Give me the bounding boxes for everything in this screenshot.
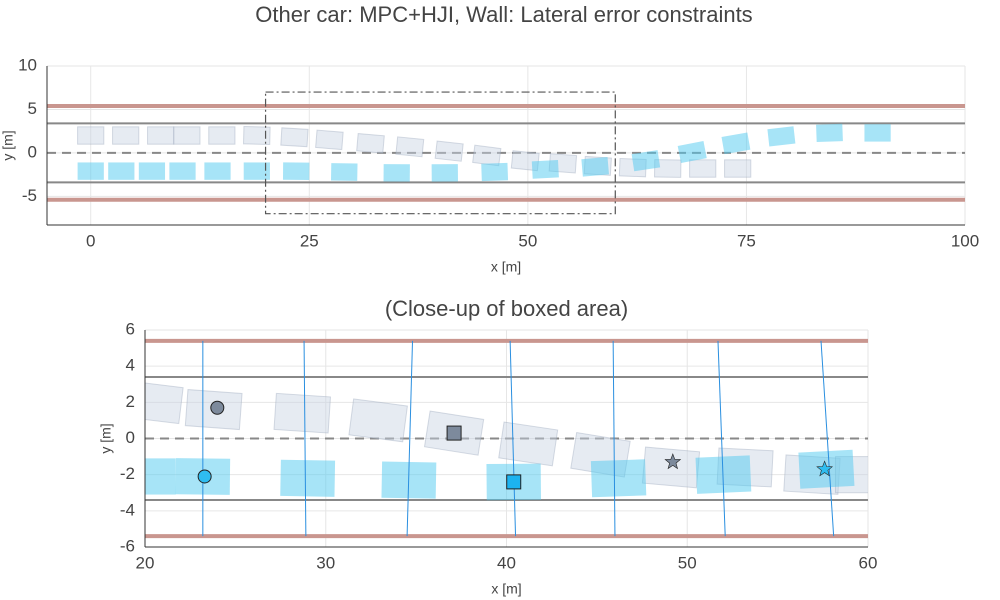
y-tick-label: -5 [22, 186, 37, 205]
car [434, 140, 464, 162]
car [581, 157, 609, 177]
car [689, 159, 717, 178]
constraint-segment [717, 340, 726, 537]
car [108, 162, 135, 180]
car [431, 164, 458, 182]
car [145, 380, 184, 425]
y-tick-label: 2 [126, 392, 135, 411]
y-tick-label: 0 [28, 142, 37, 161]
x-tick-label: 30 [316, 553, 335, 572]
x-tick-label: 40 [497, 553, 516, 572]
car [531, 160, 559, 179]
car [77, 126, 105, 145]
marker [210, 400, 225, 415]
constraint-segment [303, 340, 307, 537]
constraint-segment [612, 340, 616, 537]
x-axis-label: x [m] [491, 581, 521, 597]
x-tick-label: 60 [859, 553, 878, 572]
car [395, 136, 425, 158]
car [273, 392, 332, 434]
plot-area [47, 91, 965, 215]
car [654, 159, 682, 178]
marker [446, 425, 462, 441]
car [721, 132, 751, 155]
x-axis-label: x [m] [491, 259, 521, 275]
x-tick-label: 0 [86, 231, 95, 250]
car [816, 123, 843, 143]
y-tick-label: -2 [120, 464, 135, 483]
car [498, 421, 559, 467]
car [315, 129, 344, 151]
x-tick-label: 50 [678, 553, 697, 572]
car [348, 398, 408, 443]
x-tick-label: 100 [951, 231, 979, 250]
car [356, 133, 385, 154]
y-tick-label: -4 [120, 500, 135, 519]
x-tick-label: 50 [518, 231, 537, 250]
y-tick-label: 5 [28, 99, 37, 118]
constraint-segment [509, 340, 517, 537]
car [590, 459, 647, 498]
x-tick-label: 20 [136, 553, 155, 572]
marker [664, 453, 682, 470]
car [864, 124, 891, 142]
car [631, 150, 661, 172]
y-axis-label: y [m] [0, 130, 16, 160]
x-tick-label: 25 [300, 231, 319, 250]
chart-title: (Close-up of boxed area) [385, 296, 628, 321]
y-tick-label: 10 [18, 55, 37, 74]
car [767, 126, 796, 147]
car [243, 162, 270, 180]
car [481, 162, 509, 182]
car [330, 163, 358, 181]
car [204, 162, 231, 180]
car [208, 126, 236, 145]
y-tick-label: 4 [126, 356, 135, 375]
car [724, 159, 752, 178]
constraint-segment [820, 340, 835, 537]
car [147, 126, 175, 145]
car [641, 446, 701, 489]
car [282, 162, 310, 180]
car [173, 126, 201, 145]
car [383, 164, 410, 182]
marker [506, 474, 522, 490]
car [138, 162, 166, 180]
car [472, 144, 502, 167]
chart-title: Other car: MPC+HJI, Wall: Lateral error … [255, 2, 752, 27]
y-tick-label: 0 [126, 428, 135, 447]
constraint-segment [406, 340, 414, 537]
car [112, 126, 140, 145]
plot-area [145, 338, 868, 539]
car [77, 162, 104, 180]
x-tick-label: 75 [737, 231, 756, 250]
y-tick-label: -6 [120, 536, 135, 555]
y-axis-label: y [m] [98, 423, 114, 453]
car [677, 141, 707, 164]
car [280, 127, 309, 148]
car [169, 162, 196, 180]
car [280, 459, 336, 497]
y-tick-label: 6 [126, 319, 135, 338]
zoom-box [264, 91, 616, 215]
marker [197, 469, 212, 484]
marker [816, 460, 833, 477]
car [145, 458, 176, 495]
car [242, 125, 271, 146]
